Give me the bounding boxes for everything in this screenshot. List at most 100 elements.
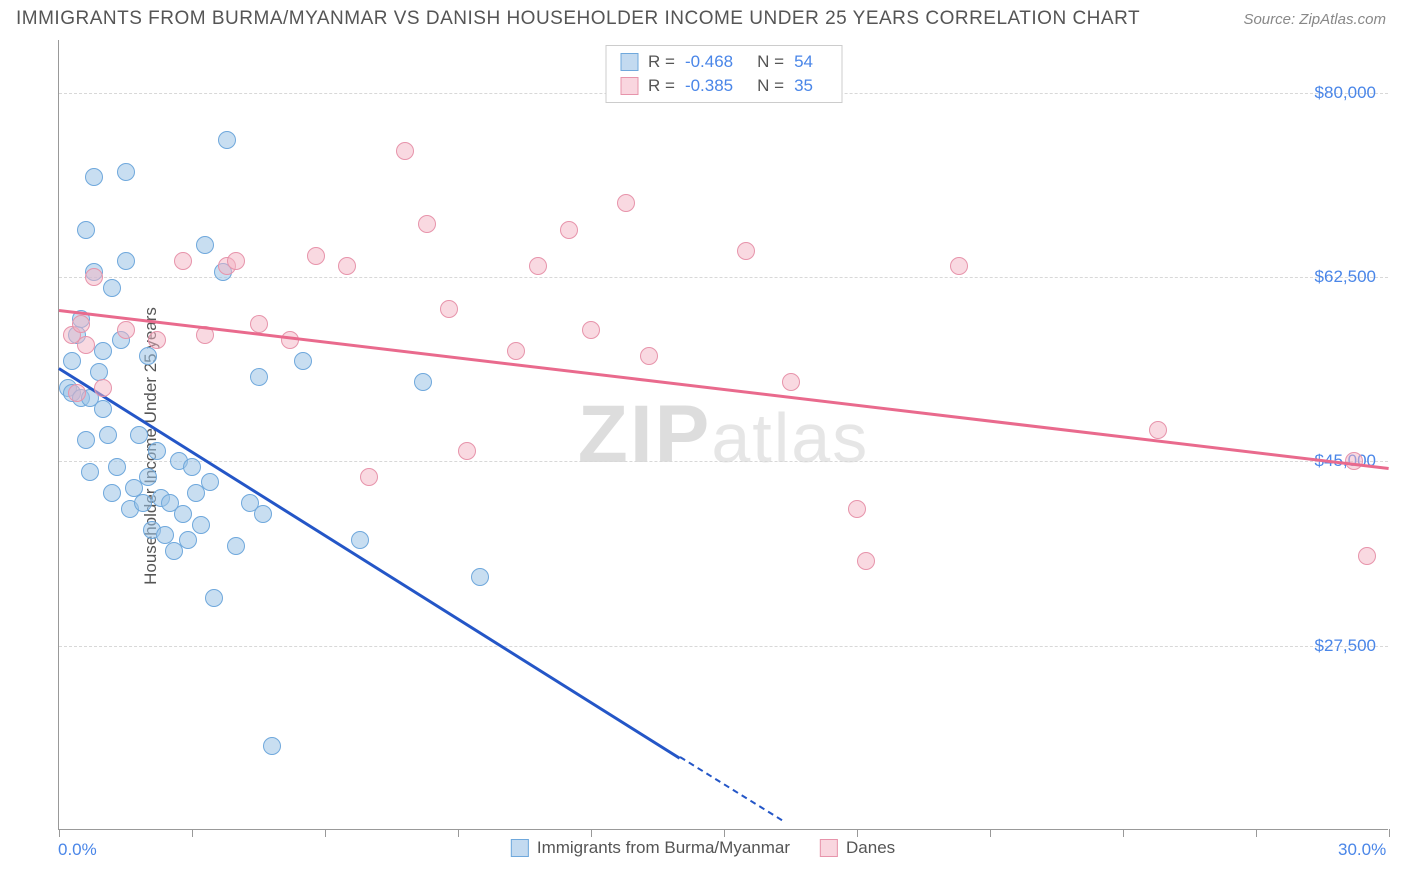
legend-item: Danes — [820, 838, 895, 858]
data-point — [227, 252, 245, 270]
data-point — [94, 342, 112, 360]
data-point — [148, 442, 166, 460]
data-point — [857, 552, 875, 570]
x-tick-label: 30.0% — [1338, 840, 1386, 860]
data-point — [63, 352, 81, 370]
grid-line — [59, 461, 1388, 462]
correlation-legend: R =-0.468N =54R =-0.385N =35 — [605, 45, 842, 103]
source-attribution: Source: ZipAtlas.com — [1243, 11, 1386, 28]
data-point — [218, 131, 236, 149]
r-value: -0.385 — [685, 76, 733, 96]
r-label: R = — [648, 76, 675, 96]
data-point — [94, 379, 112, 397]
data-point — [77, 221, 95, 239]
data-point — [85, 268, 103, 286]
data-point — [351, 531, 369, 549]
trend-line — [58, 367, 680, 759]
data-point — [94, 400, 112, 418]
x-tick — [724, 829, 725, 837]
data-point — [440, 300, 458, 318]
y-tick-label: $27,500 — [1315, 636, 1376, 656]
grid-line — [59, 277, 1388, 278]
data-point — [103, 484, 121, 502]
data-point — [130, 426, 148, 444]
n-value: 54 — [794, 52, 813, 72]
data-point — [227, 537, 245, 555]
data-point — [99, 426, 117, 444]
legend-label: Danes — [846, 838, 895, 858]
legend-swatch — [511, 839, 529, 857]
data-point — [263, 737, 281, 755]
series-legend: Immigrants from Burma/Myanmar Danes — [511, 838, 895, 858]
x-tick — [591, 829, 592, 837]
x-tick — [857, 829, 858, 837]
data-point — [134, 494, 152, 512]
data-point — [174, 505, 192, 523]
x-tick — [59, 829, 60, 837]
data-point — [85, 168, 103, 186]
data-point — [117, 163, 135, 181]
data-point — [294, 352, 312, 370]
n-label: N = — [757, 76, 784, 96]
data-point — [250, 368, 268, 386]
data-point — [848, 500, 866, 518]
data-point — [196, 236, 214, 254]
chart-title: IMMIGRANTS FROM BURMA/MYANMAR VS DANISH … — [16, 8, 1140, 30]
data-point — [139, 347, 157, 365]
data-point — [582, 321, 600, 339]
data-point — [737, 242, 755, 260]
data-point — [617, 194, 635, 212]
x-tick — [1256, 829, 1257, 837]
data-point — [72, 315, 90, 333]
data-point — [179, 531, 197, 549]
r-label: R = — [648, 52, 675, 72]
data-point — [77, 431, 95, 449]
data-point — [338, 257, 356, 275]
data-point — [1149, 421, 1167, 439]
legend-swatch — [820, 839, 838, 857]
grid-line — [59, 646, 1388, 647]
x-tick — [1389, 829, 1390, 837]
y-tick-label: $62,500 — [1315, 267, 1376, 287]
chart-header: IMMIGRANTS FROM BURMA/MYANMAR VS DANISH … — [0, 0, 1406, 34]
data-point — [117, 321, 135, 339]
data-point — [192, 516, 210, 534]
x-tick — [325, 829, 326, 837]
data-point — [250, 315, 268, 333]
legend-swatch — [620, 77, 638, 95]
data-point — [414, 373, 432, 391]
data-point — [148, 331, 166, 349]
data-point — [458, 442, 476, 460]
n-value: 35 — [794, 76, 813, 96]
y-tick-label: $80,000 — [1315, 83, 1376, 103]
x-tick — [192, 829, 193, 837]
data-point — [1358, 547, 1376, 565]
data-point — [507, 342, 525, 360]
data-point — [174, 252, 192, 270]
legend-swatch — [620, 53, 638, 71]
data-point — [108, 458, 126, 476]
data-point — [183, 458, 201, 476]
x-tick — [1123, 829, 1124, 837]
trend-line — [59, 309, 1389, 469]
data-point — [307, 247, 325, 265]
data-point — [68, 384, 86, 402]
data-point — [396, 142, 414, 160]
data-point — [139, 468, 157, 486]
data-point — [77, 336, 95, 354]
data-point — [360, 468, 378, 486]
legend-label: Immigrants from Burma/Myanmar — [537, 838, 790, 858]
data-point — [471, 568, 489, 586]
x-tick — [990, 829, 991, 837]
x-tick-label: 0.0% — [58, 840, 97, 860]
data-point — [950, 257, 968, 275]
scatter-chart: ZIPatlas $27,500$45,000$62,500$80,000R =… — [58, 40, 1388, 830]
legend-row: R = -0.385 N = 35 — [620, 74, 827, 98]
trend-line — [679, 756, 782, 821]
legend-item: Immigrants from Burma/Myanmar — [511, 838, 790, 858]
data-point — [81, 463, 99, 481]
n-label: N = — [757, 52, 784, 72]
data-point — [201, 473, 219, 491]
data-point — [254, 505, 272, 523]
data-point — [640, 347, 658, 365]
